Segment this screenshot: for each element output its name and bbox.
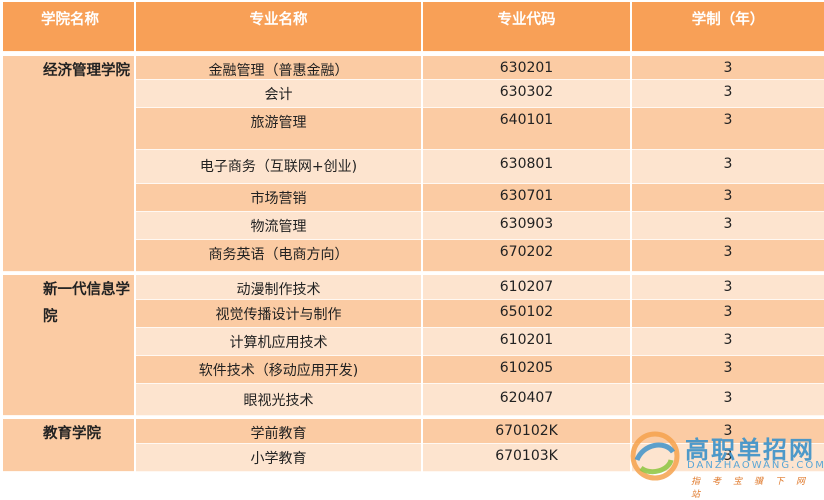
major-years: 3 (632, 272, 824, 300)
major-years: 3 (632, 52, 824, 80)
major-name: 商务英语（电商方向） (136, 240, 421, 272)
major-years: 3 (632, 300, 824, 328)
major-years: 3 (632, 240, 824, 272)
major-name: 视觉传播设计与制作 (136, 300, 421, 328)
header-code: 专业代码 (423, 2, 630, 52)
major-code: 630701 (423, 184, 630, 212)
major-name: 会计 (136, 80, 421, 108)
major-years: 3 (632, 184, 824, 212)
major-code: 670102K (423, 416, 630, 444)
major-name: 学前教育 (136, 416, 421, 444)
major-years: 3 (632, 384, 824, 416)
major-name: 计算机应用技术 (136, 328, 421, 356)
header-years: 学制（年） (632, 2, 824, 52)
major-name: 市场营销 (136, 184, 421, 212)
header-college: 学院名称 (3, 2, 134, 52)
major-code: 610207 (423, 272, 630, 300)
major-code: 610201 (423, 328, 630, 356)
major-years: 3 (632, 108, 824, 150)
major-code: 630903 (423, 212, 630, 240)
major-years: 3 (632, 328, 824, 356)
major-code: 670202 (423, 240, 630, 272)
header-major: 专业名称 (136, 2, 421, 52)
major-code: 670103K (423, 444, 630, 472)
major-code: 650102 (423, 300, 630, 328)
major-code: 640101 (423, 108, 630, 150)
major-name: 旅游管理 (136, 108, 421, 150)
major-code: 630302 (423, 80, 630, 108)
group-name: 经济管理学院 (3, 52, 134, 272)
major-years: 3 (632, 212, 824, 240)
major-code: 610205 (423, 356, 630, 384)
major-name: 眼视光技术 (136, 384, 421, 416)
major-name: 电子商务（互联网+创业) (136, 150, 421, 184)
group-name: 教育学院 (3, 416, 134, 472)
major-name: 动漫制作技术 (136, 272, 421, 300)
group-name: 新一代信息学院 (3, 272, 134, 416)
major-code: 630201 (423, 52, 630, 80)
major-years: 3 (632, 80, 824, 108)
major-name: 小学教育 (136, 444, 421, 472)
major-years: 3 (632, 416, 824, 444)
major-code: 630801 (423, 150, 630, 184)
major-years: 3 (632, 150, 824, 184)
majors-table: 学院名称 专业名称 专业代码 学制（年） 经济管理学院 金融管理（普惠金融） 6… (3, 2, 824, 486)
major-name: 金融管理（普惠金融） (136, 52, 421, 80)
major-name: 软件技术（移动应用开发) (136, 356, 421, 384)
major-code: 620407 (423, 384, 630, 416)
major-years: 3 (632, 444, 824, 472)
major-years: 3 (632, 356, 824, 384)
major-name: 物流管理 (136, 212, 421, 240)
